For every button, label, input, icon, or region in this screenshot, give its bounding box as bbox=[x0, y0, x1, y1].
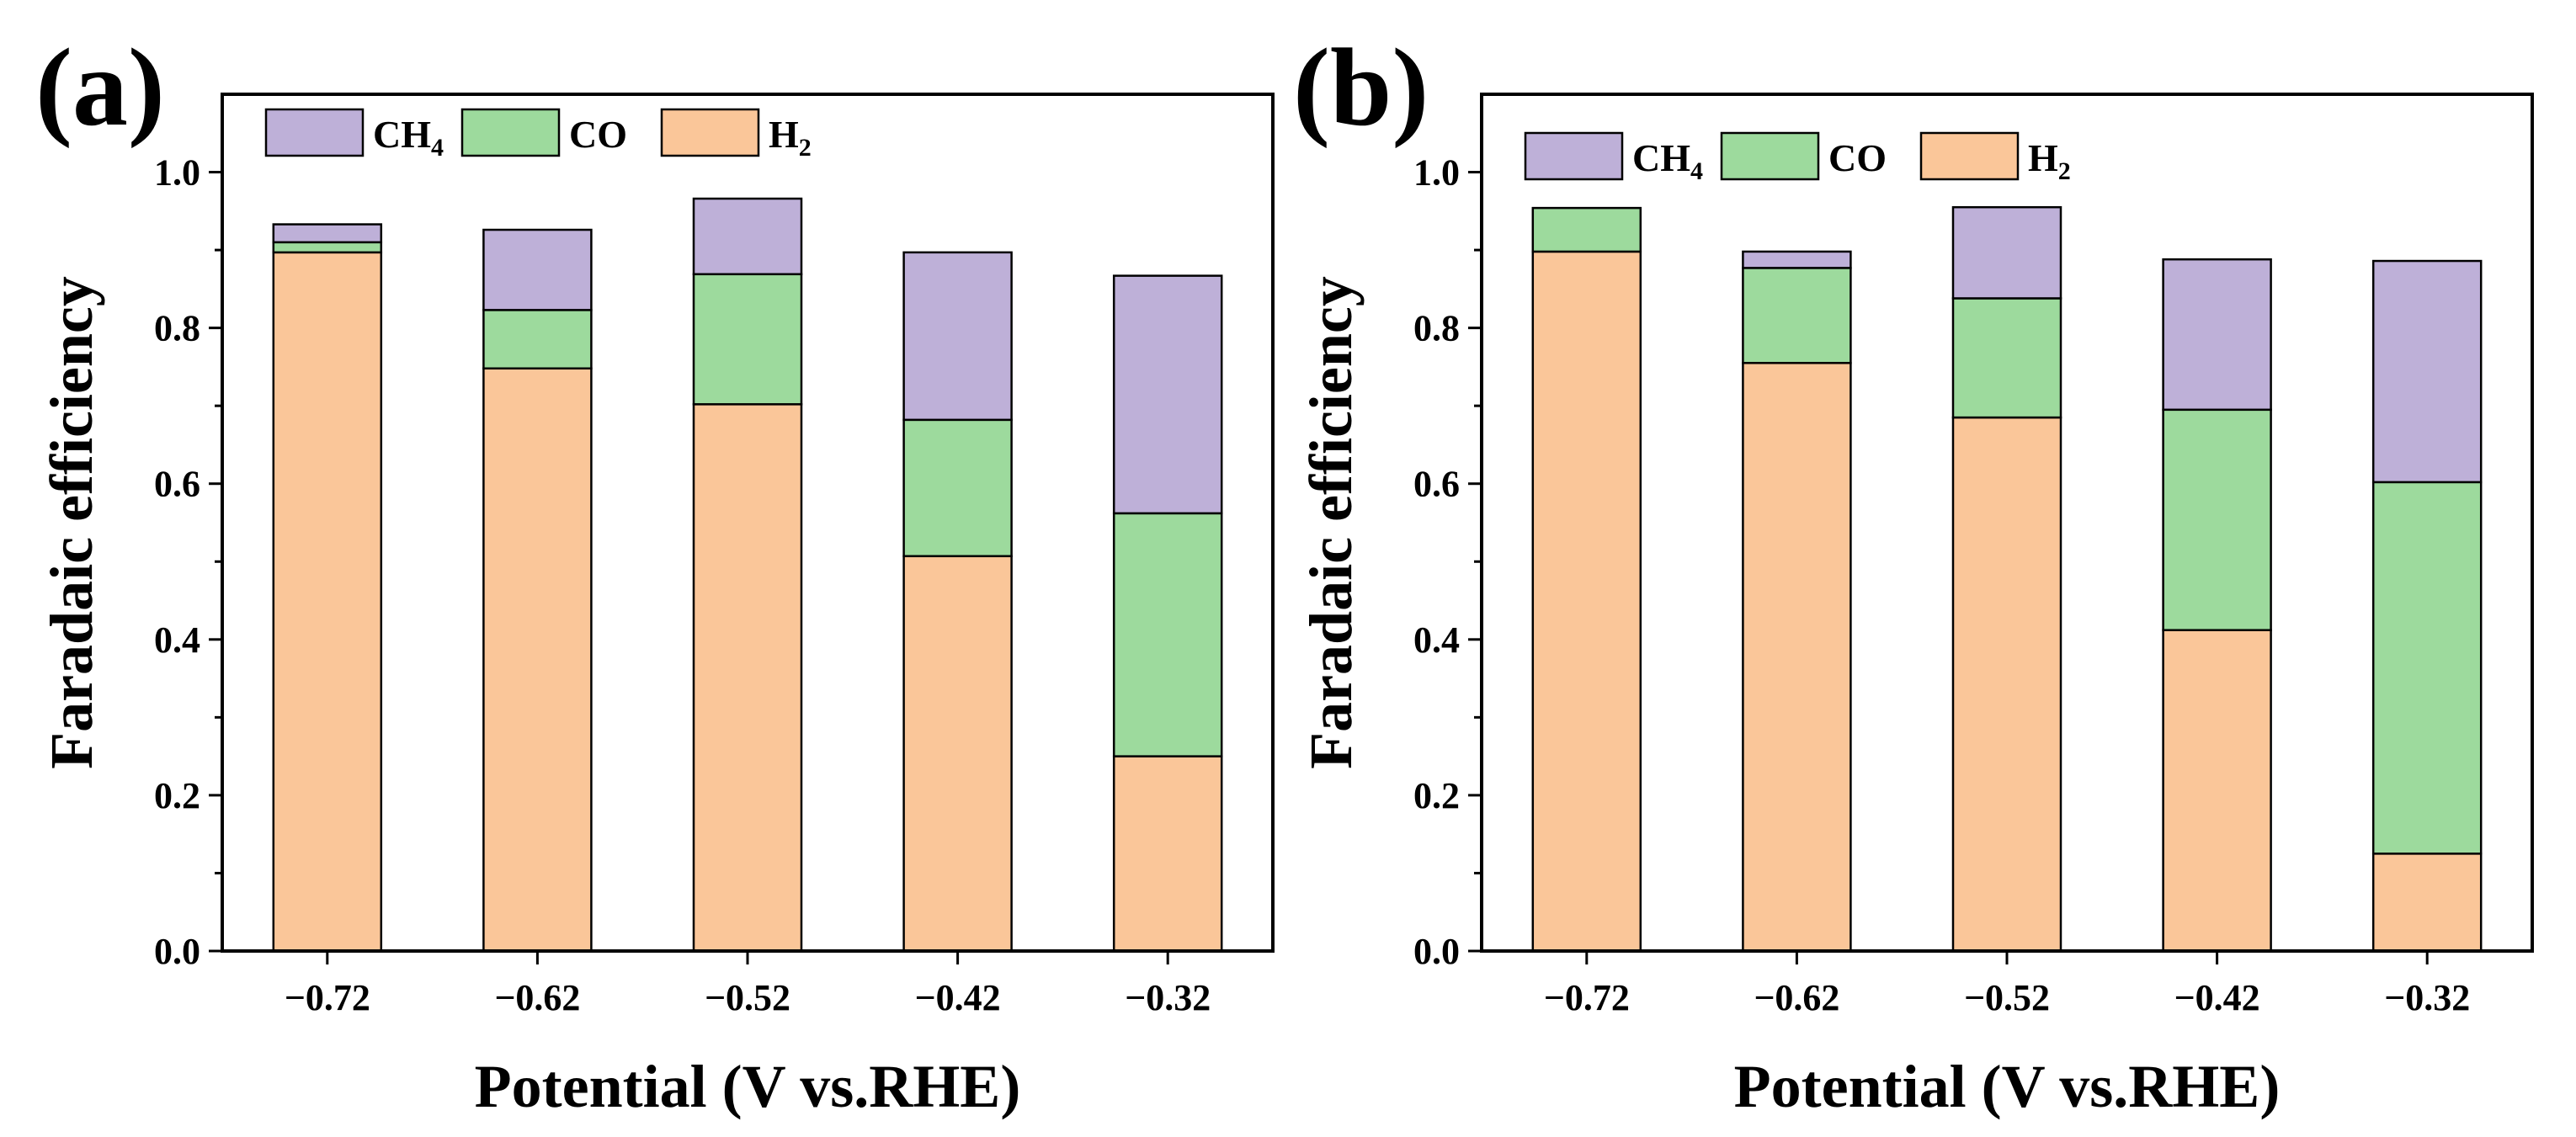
x-tick-label: −0.72 bbox=[1544, 977, 1630, 1018]
legend-label-co: CO bbox=[569, 113, 627, 156]
x-tick-label: −0.62 bbox=[494, 977, 580, 1018]
legend-label-main: H bbox=[2028, 136, 2058, 179]
legend-swatch-ch4 bbox=[264, 108, 365, 157]
bar-h2-5 bbox=[2371, 853, 2483, 953]
bar-h2-3 bbox=[1951, 416, 2062, 953]
bar-co-2 bbox=[1742, 267, 1852, 364]
x-tick-label: −0.42 bbox=[915, 977, 1001, 1018]
bar-ch4-2 bbox=[482, 228, 593, 311]
bar-co-4 bbox=[2162, 408, 2272, 631]
bar-h2-3 bbox=[692, 403, 803, 953]
y-tick-label: 0.0 bbox=[154, 931, 200, 972]
legend-swatch-h2 bbox=[660, 108, 760, 157]
bar-co-2 bbox=[482, 309, 593, 370]
bar-h2-4 bbox=[2162, 629, 2272, 953]
x-tick-label: −0.72 bbox=[285, 977, 370, 1018]
legend: CH4 CO H2 bbox=[1524, 131, 2071, 185]
x-axis-title: Potential (V vs.RHE) bbox=[475, 1053, 1021, 1120]
y-tick-label: 0.6 bbox=[154, 464, 200, 505]
y-tick-label: 0.8 bbox=[154, 308, 200, 349]
bar-ch4-2 bbox=[1742, 250, 1852, 269]
legend-label-subscript: 2 bbox=[2058, 157, 2071, 185]
legend-label-main: CH bbox=[1632, 136, 1690, 179]
bar-ch4-3 bbox=[1951, 205, 2062, 300]
y-tick-label: 0.0 bbox=[1413, 931, 1460, 972]
x-axis-title: Potential (V vs.RHE) bbox=[1734, 1053, 2281, 1120]
chart-panel-2: (b) −0.72 −0.62 −0.52 −0.42 −0.32 0.0 0.2 0.4 0.6… bbox=[1293, 25, 2534, 1120]
bar-co-1 bbox=[1531, 206, 1642, 253]
legend-label-ch4: CH4 bbox=[373, 113, 444, 162]
y-tick-label: 0.2 bbox=[154, 775, 200, 816]
bar-h2-1 bbox=[1531, 250, 1642, 953]
legend-label-main: H bbox=[769, 113, 799, 156]
y-tick-label: 1.0 bbox=[154, 152, 200, 194]
bar-ch4-5 bbox=[1112, 274, 1223, 515]
plot-frame bbox=[1480, 93, 2534, 953]
bar-co-4 bbox=[902, 418, 1013, 558]
legend-label-main: CH bbox=[373, 113, 431, 156]
legend-label-subscript: 2 bbox=[799, 134, 812, 162]
legend-label-main: CO bbox=[1828, 136, 1887, 179]
legend-label-co: CO bbox=[1828, 136, 1887, 179]
bar-ch4-5 bbox=[2371, 259, 2483, 484]
bar-ch4-4 bbox=[2162, 258, 2272, 412]
y-tick-label: 0.8 bbox=[1413, 308, 1460, 349]
bar-co-3 bbox=[692, 273, 803, 406]
legend-label-subscript: 4 bbox=[1690, 157, 1703, 185]
legend-label-h2: H2 bbox=[2028, 136, 2071, 185]
x-tick-label: −0.52 bbox=[705, 977, 790, 1018]
y-tick-label: 0.6 bbox=[1413, 464, 1460, 505]
y-tick-label: 0.4 bbox=[154, 619, 200, 661]
bar-h2-2 bbox=[1742, 362, 1852, 953]
bar-ch4-4 bbox=[902, 251, 1013, 422]
panel-label: (a) bbox=[35, 25, 165, 149]
bar-h2-5 bbox=[1112, 755, 1223, 953]
bar-h2-4 bbox=[902, 555, 1013, 953]
y-axis-title: Faradaic efficiency bbox=[1297, 276, 1365, 769]
legend-label-ch4: CH4 bbox=[1632, 136, 1703, 185]
y-tick-label: 0.4 bbox=[1413, 619, 1460, 661]
legend-swatch-ch4 bbox=[1524, 131, 1624, 181]
bar-co-5 bbox=[1112, 512, 1223, 757]
legend-swatch-co bbox=[460, 108, 561, 157]
legend: CH4 CO H2 bbox=[264, 108, 812, 162]
bar-co-5 bbox=[2371, 481, 2483, 855]
x-tick-label: −0.32 bbox=[2384, 977, 2470, 1018]
legend-label-h2: H2 bbox=[769, 113, 812, 162]
chart-panel-1: (a) −0.72 −0.62 −0.52 −0.42 −0.32 0.0 0.2 0.4 0.6… bbox=[35, 25, 1275, 1120]
bar-h2-1 bbox=[272, 251, 383, 953]
legend-swatch-h2 bbox=[1919, 131, 2020, 181]
legend-swatch-co bbox=[1720, 131, 1820, 181]
y-tick-label: 0.2 bbox=[1413, 775, 1460, 816]
panel-label: (b) bbox=[1293, 25, 1429, 149]
x-tick-label: −0.42 bbox=[2174, 977, 2260, 1018]
x-tick-label: −0.62 bbox=[1754, 977, 1839, 1018]
x-tick-label: −0.52 bbox=[1964, 977, 2050, 1018]
plot-frame bbox=[221, 93, 1275, 953]
x-tick-label: −0.32 bbox=[1125, 977, 1211, 1018]
bar-co-1 bbox=[272, 241, 383, 254]
bar-h2-2 bbox=[482, 367, 593, 953]
y-axis-title: Faradaic efficiency bbox=[38, 276, 105, 769]
y-tick-label: 1.0 bbox=[1413, 152, 1460, 194]
legend-label-main: CO bbox=[569, 113, 627, 156]
legend-label-subscript: 4 bbox=[431, 134, 444, 162]
bar-ch4-3 bbox=[692, 197, 803, 276]
bar-co-3 bbox=[1951, 297, 2062, 419]
bar-ch4-1 bbox=[272, 223, 383, 244]
